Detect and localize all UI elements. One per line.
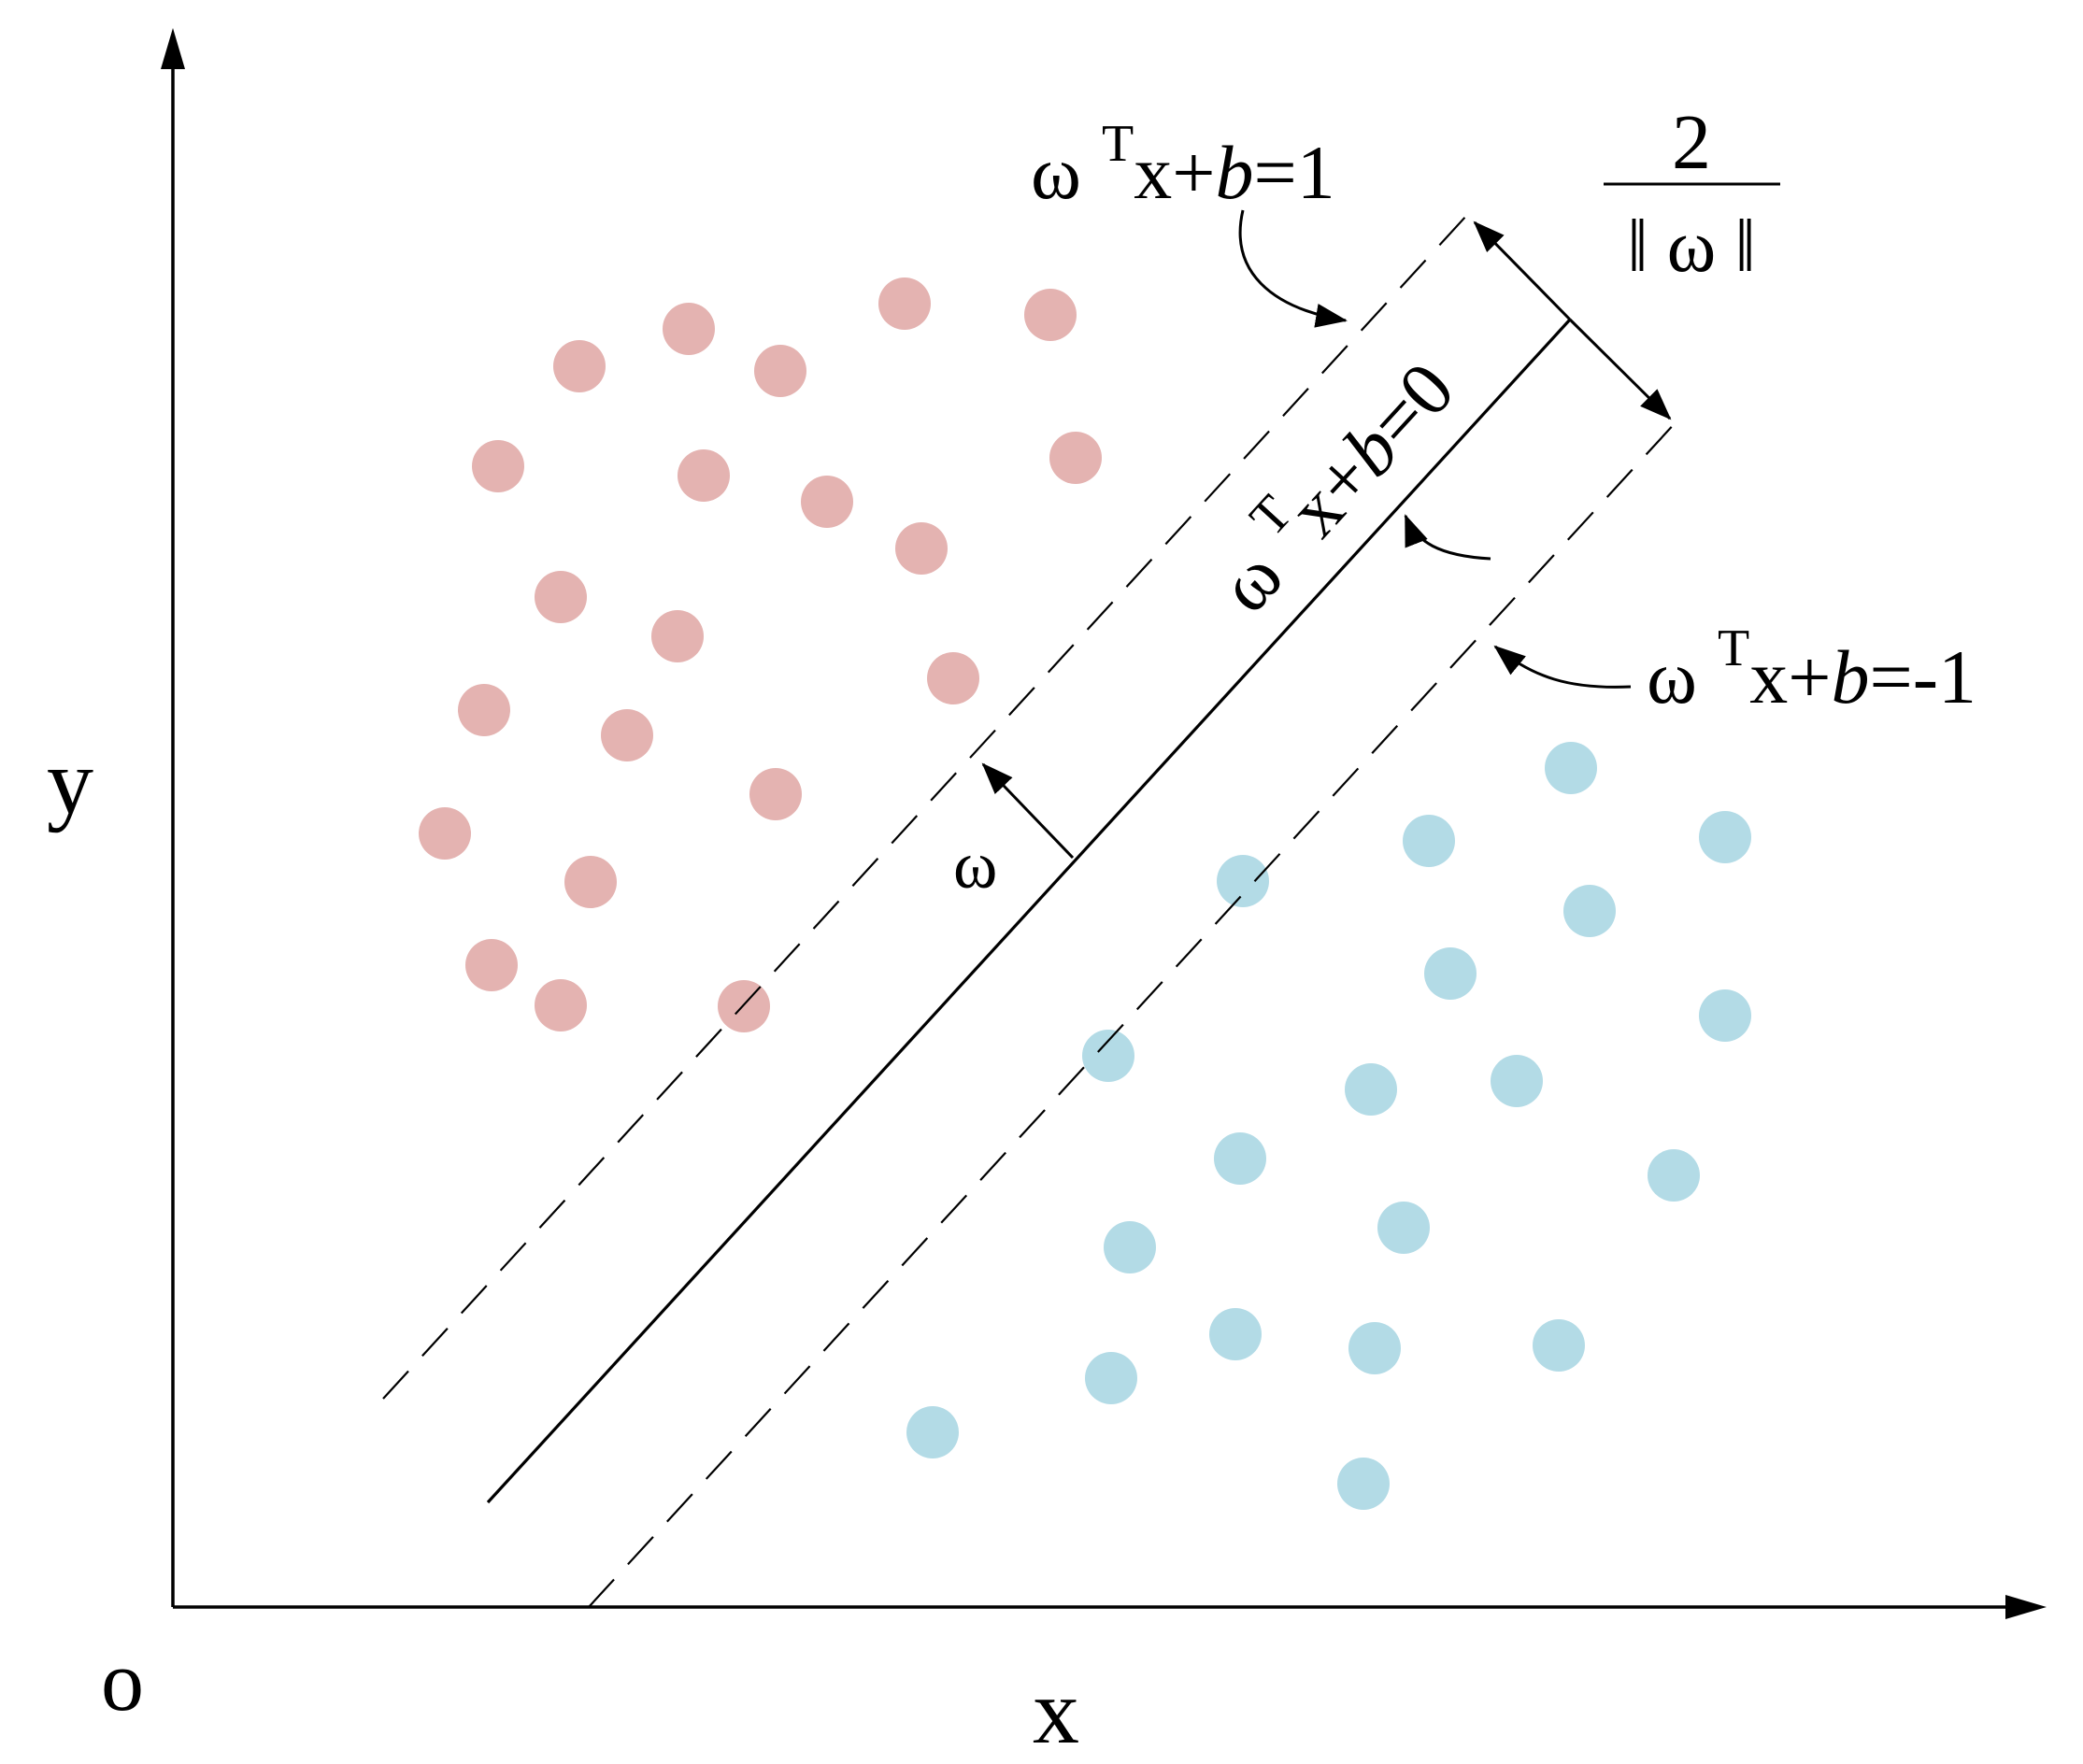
class-a-point [1024, 289, 1077, 341]
origin-label: o [101, 1633, 144, 1728]
class-b-point [1217, 855, 1269, 907]
margin-numerator: 2 [1672, 99, 1711, 186]
class-a-point [535, 571, 587, 623]
class-b-point [1424, 947, 1477, 1000]
class-b-points [906, 742, 1751, 1510]
class-a-point [419, 807, 471, 860]
class-b-point [1491, 1055, 1543, 1107]
class-b-point [1648, 1149, 1700, 1202]
class-b-point [1214, 1132, 1266, 1185]
y-axis-label: y [47, 730, 93, 833]
normal-vector-arrow [981, 762, 1075, 860]
class-b-point [1337, 1458, 1390, 1510]
class-a-point [895, 522, 948, 575]
class-a-point [749, 768, 802, 820]
margin-width-arrow-down [1568, 318, 1672, 420]
class-b-point [906, 1406, 959, 1458]
class-a-point [535, 979, 587, 1031]
class-a-point [601, 709, 653, 761]
upper-hyperplane-label: ω Tx+b=1 [1031, 115, 1335, 215]
class-b-point [1699, 989, 1751, 1042]
class-a-point [754, 345, 806, 397]
class-a-point [458, 684, 510, 736]
lower-margin-line [588, 420, 1678, 1608]
class-a-point [663, 303, 715, 355]
class-b-point [1545, 742, 1597, 794]
class-b-point [1345, 1063, 1397, 1116]
class-b-point [1699, 811, 1751, 863]
decision-boundary-label: ωTx+b=0 [1191, 336, 1470, 628]
decision-boundary-line [486, 318, 1572, 1504]
normal-vector-label: ω [953, 828, 997, 903]
margin-width-label: 2 ‖ ω ‖ [1604, 99, 1780, 288]
class-a-points [419, 277, 1102, 1032]
class-a-point [1049, 432, 1102, 484]
class-b-point [1377, 1202, 1430, 1254]
class-a-point [465, 939, 518, 991]
class-b-point [1085, 1352, 1137, 1404]
class-b-point [1104, 1221, 1156, 1273]
class-b-point [1403, 815, 1455, 867]
class-a-point [801, 476, 853, 528]
class-b-point [1563, 885, 1616, 937]
x-axis-label: x [1033, 1659, 1079, 1763]
lower-label-pointer [1493, 645, 1632, 689]
class-a-point [651, 610, 704, 662]
margin-width-arrow-up [1473, 220, 1572, 321]
class-a-point [878, 277, 931, 330]
class-b-point [1082, 1030, 1134, 1082]
upper-margin-line [382, 214, 1468, 1400]
class-b-point [1348, 1322, 1401, 1374]
margin-denominator: ‖ ω ‖ [1627, 206, 1756, 288]
class-a-point [927, 652, 979, 704]
class-b-point [1533, 1319, 1585, 1372]
class-a-point [472, 440, 524, 492]
class-a-point [678, 449, 730, 502]
decision-boundary-pointer [1404, 514, 1491, 561]
upper-label-pointer [1238, 209, 1348, 328]
class-a-point [553, 340, 606, 392]
lower-hyperplane-label: ω Tx+b=-1 [1647, 619, 1976, 719]
x-axis-arrow [2005, 1595, 2047, 1619]
y-axis-arrow [161, 28, 185, 69]
class-a-point [564, 856, 617, 908]
class-b-point [1209, 1308, 1262, 1360]
